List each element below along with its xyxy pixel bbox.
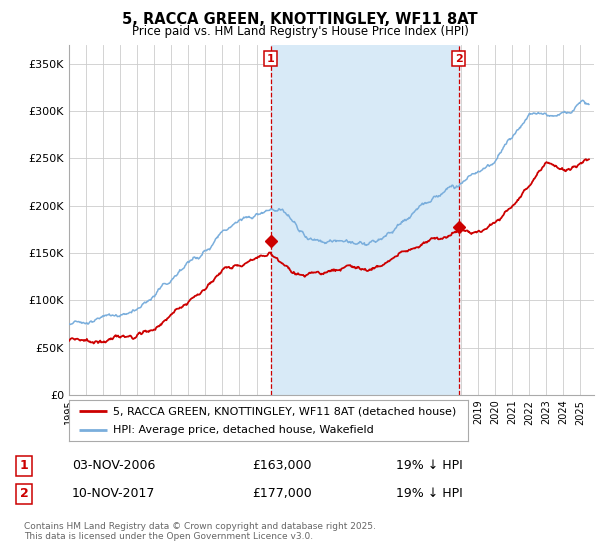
- Text: 03-NOV-2006: 03-NOV-2006: [72, 459, 155, 473]
- Bar: [271, 45, 458, 395]
- Text: 5, RACCA GREEN, KNOTTINGLEY, WF11 8AT (detached house): 5, RACCA GREEN, KNOTTINGLEY, WF11 8AT (d…: [113, 407, 456, 416]
- Text: £177,000: £177,000: [252, 487, 312, 501]
- Text: HPI: Average price, detached house, Wakefield: HPI: Average price, detached house, Wake…: [113, 425, 374, 435]
- Text: 19% ↓ HPI: 19% ↓ HPI: [396, 459, 463, 473]
- Text: 1: 1: [20, 459, 28, 473]
- Text: 19% ↓ HPI: 19% ↓ HPI: [396, 487, 463, 501]
- Text: Contains HM Land Registry data © Crown copyright and database right 2025.
This d: Contains HM Land Registry data © Crown c…: [24, 522, 376, 542]
- Text: £163,000: £163,000: [252, 459, 311, 473]
- Text: 1: 1: [267, 54, 275, 63]
- Text: 2: 2: [455, 54, 463, 63]
- Text: 5, RACCA GREEN, KNOTTINGLEY, WF11 8AT: 5, RACCA GREEN, KNOTTINGLEY, WF11 8AT: [122, 12, 478, 27]
- Text: 2: 2: [20, 487, 28, 501]
- Text: Price paid vs. HM Land Registry's House Price Index (HPI): Price paid vs. HM Land Registry's House …: [131, 25, 469, 38]
- Text: 10-NOV-2017: 10-NOV-2017: [72, 487, 155, 501]
